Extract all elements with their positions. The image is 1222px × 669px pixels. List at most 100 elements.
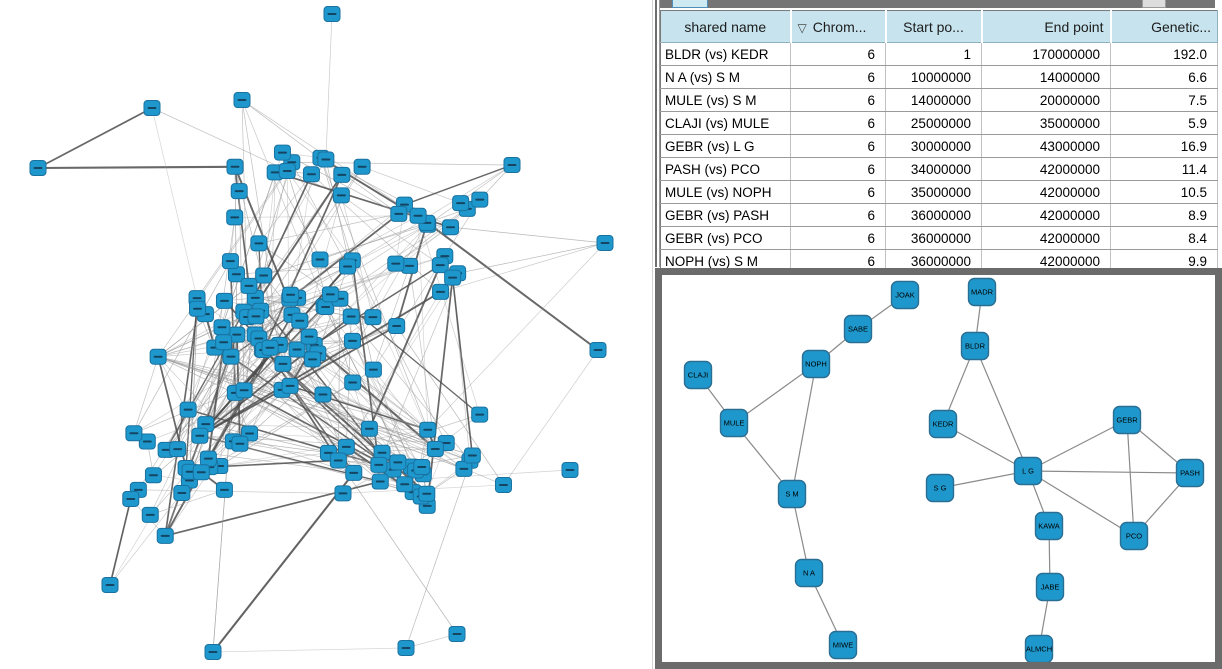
table-cell[interactable]: 16.9 <box>1110 134 1218 158</box>
network-edge <box>164 363 284 537</box>
table-cell[interactable]: N A (vs) S M <box>660 65 791 89</box>
table-cell[interactable]: 11.4 <box>1110 157 1218 181</box>
table-cell[interactable]: 6 <box>790 88 886 112</box>
table-cell[interactable]: 170000000 <box>981 42 1111 66</box>
table-cell[interactable]: PASH (vs) PCO <box>660 157 791 181</box>
node-label <box>422 504 432 507</box>
network-node[interactable] <box>801 349 831 379</box>
table-cell[interactable]: 10.5 <box>1110 180 1218 204</box>
table-row[interactable]: MULE (vs) S M 6 14000000 20000000 7.5 <box>660 88 1218 112</box>
column-header-chromosome[interactable]: ▽ Chrom... <box>790 10 887 43</box>
network-node[interactable] <box>843 314 873 344</box>
table-cell[interactable]: 6 <box>790 111 886 135</box>
table-cell[interactable]: 14000000 <box>981 65 1111 89</box>
network-edge <box>1027 470 1191 474</box>
table-row[interactable]: CLAJI (vs) MULE 6 25000000 35000000 5.9 <box>660 111 1218 135</box>
network-node[interactable] <box>1024 634 1054 663</box>
table-row[interactable]: GEBR (vs) L G 6 30000000 43000000 16.9 <box>660 134 1218 158</box>
node-label <box>231 273 241 276</box>
table-cell[interactable]: 36000000 <box>885 226 982 250</box>
scrollbar-fragment[interactable] <box>1142 0 1166 8</box>
network-node[interactable] <box>683 360 713 390</box>
table-cell[interactable]: GEBR (vs) PCO <box>660 226 791 250</box>
table-cell[interactable]: GEBR (vs) L G <box>660 134 791 158</box>
node-label <box>219 488 229 491</box>
table-cell[interactable]: 30000000 <box>885 134 982 158</box>
table-row[interactable]: BLDR (vs) KEDR 6 1 170000000 192.0 <box>660 42 1218 66</box>
node-label <box>459 467 469 470</box>
network-node[interactable] <box>794 558 824 588</box>
table-cell[interactable]: 25000000 <box>885 111 982 135</box>
tab-fragment[interactable] <box>672 0 708 8</box>
table-row[interactable]: MULE (vs) NOPH 6 35000000 42000000 10.5 <box>660 180 1218 204</box>
table-cell[interactable]: 1 <box>885 42 982 66</box>
table-cell[interactable]: 36000000 <box>885 249 982 273</box>
table-cell[interactable]: 6 <box>790 226 886 250</box>
column-header-genetic[interactable]: Genetic... <box>1110 10 1218 43</box>
table-cell[interactable]: 6 <box>790 42 886 66</box>
panel-splitter[interactable] <box>655 0 660 267</box>
network-node[interactable] <box>925 473 955 503</box>
table-cell[interactable]: 8.4 <box>1110 226 1218 250</box>
network-node[interactable] <box>777 479 807 509</box>
network-node[interactable] <box>890 280 920 310</box>
table-cell[interactable]: 6 <box>790 203 886 227</box>
table-cell[interactable]: MULE (vs) S M <box>660 88 791 112</box>
table-cell[interactable]: 36000000 <box>885 203 982 227</box>
table-cell[interactable]: 6 <box>790 180 886 204</box>
network-node[interactable] <box>1035 572 1065 602</box>
node-label <box>292 348 302 351</box>
table-cell[interactable]: BLDR (vs) KEDR <box>660 42 791 66</box>
table-cell[interactable]: 35000000 <box>981 111 1111 135</box>
table-cell[interactable]: 6 <box>790 157 886 181</box>
column-header-start-position[interactable]: Start po... <box>885 10 983 43</box>
table-cell[interactable]: 10000000 <box>885 65 982 89</box>
filter-icon[interactable]: ▽ <box>797 20 807 35</box>
table-cell[interactable]: 34000000 <box>885 157 982 181</box>
network-edge <box>378 273 458 465</box>
table-row[interactable]: GEBR (vs) PASH 6 36000000 42000000 8.9 <box>660 203 1218 227</box>
table-cell[interactable]: 35000000 <box>885 180 982 204</box>
table-cell[interactable]: 20000000 <box>981 88 1111 112</box>
network-node[interactable] <box>960 331 990 361</box>
main-network-canvas[interactable] <box>0 0 652 669</box>
table-cell[interactable]: 8.9 <box>1110 203 1218 227</box>
network-node[interactable] <box>719 408 749 438</box>
network-edge <box>196 162 293 299</box>
table-cell[interactable]: 6.6 <box>1110 65 1218 89</box>
network-node[interactable] <box>1013 456 1043 486</box>
node-label <box>325 293 335 296</box>
table-cell[interactable]: 42000000 <box>981 226 1111 250</box>
table-row[interactable]: N A (vs) S M 6 10000000 14000000 6.6 <box>660 65 1218 89</box>
table-cell[interactable]: 6 <box>790 134 886 158</box>
table-cell[interactable]: GEBR (vs) PASH <box>660 203 791 227</box>
table-cell[interactable]: 9.9 <box>1110 249 1218 273</box>
table-cell[interactable]: 42000000 <box>981 180 1111 204</box>
table-row[interactable]: NOPH (vs) S M 6 36000000 42000000 9.9 <box>660 249 1218 273</box>
table-cell[interactable]: 5.9 <box>1110 111 1218 135</box>
column-header-shared-name[interactable]: shared name <box>660 10 792 43</box>
network-node[interactable] <box>828 630 858 660</box>
table-cell[interactable]: 42000000 <box>981 203 1111 227</box>
table-cell[interactable]: 42000000 <box>981 249 1111 273</box>
table-cell[interactable]: 42000000 <box>981 157 1111 181</box>
table-row[interactable]: GEBR (vs) PCO 6 36000000 42000000 8.4 <box>660 226 1218 250</box>
column-header-end-point[interactable]: End point <box>981 10 1112 43</box>
network-node[interactable] <box>1175 458 1205 488</box>
table-cell[interactable]: MULE (vs) NOPH <box>660 180 791 204</box>
table-cell[interactable]: 192.0 <box>1110 42 1218 66</box>
network-node[interactable] <box>967 277 997 307</box>
filtered-network-canvas[interactable]: JOAK SABE MADR BLDR NOPH CLAJI MULE KEDR GEBR L G… <box>662 275 1215 662</box>
table-cell[interactable]: 6 <box>790 65 886 89</box>
table-row[interactable]: PASH (vs) PCO 6 34000000 42000000 11.4 <box>660 157 1218 181</box>
network-node[interactable] <box>1034 511 1064 541</box>
network-node[interactable] <box>1112 405 1142 435</box>
table-cell[interactable]: 7.5 <box>1110 88 1218 112</box>
table-cell[interactable]: 14000000 <box>885 88 982 112</box>
table-cell[interactable]: CLAJI (vs) MULE <box>660 111 791 135</box>
table-cell[interactable]: 43000000 <box>981 134 1111 158</box>
network-node[interactable] <box>928 409 958 439</box>
network-node[interactable] <box>1119 521 1149 551</box>
network-edge <box>339 298 481 416</box>
network-edge <box>286 170 353 261</box>
